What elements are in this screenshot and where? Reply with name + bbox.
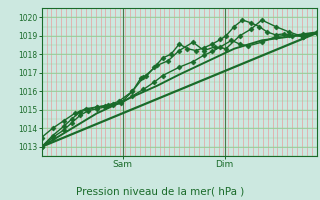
Text: Pression niveau de la mer( hPa ): Pression niveau de la mer( hPa ) xyxy=(76,186,244,196)
